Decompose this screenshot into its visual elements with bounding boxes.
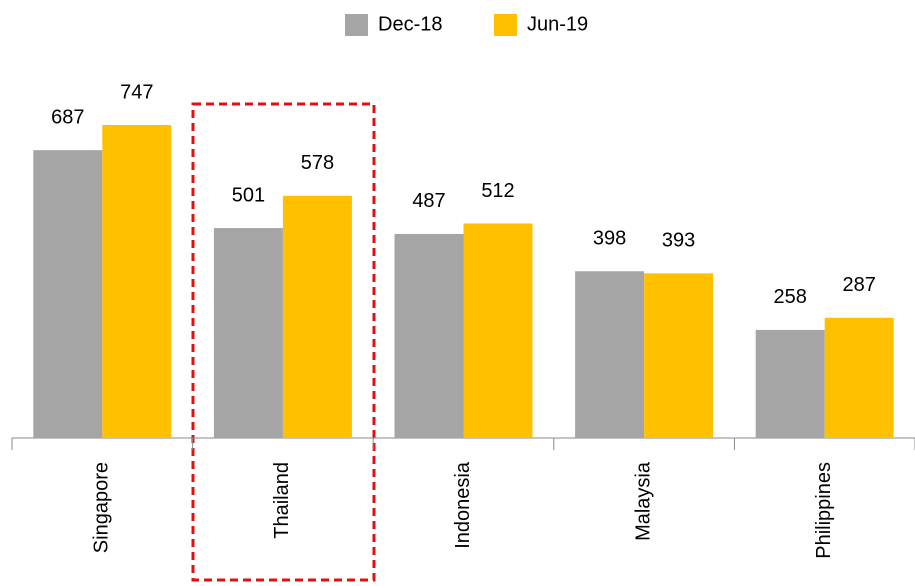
legend-label: Dec-18 <box>378 13 442 35</box>
x-tick-label: Singapore <box>91 462 113 553</box>
data-label: 512 <box>481 180 514 202</box>
bar <box>394 233 464 438</box>
data-label: 398 <box>593 228 626 250</box>
bar <box>213 228 283 438</box>
bar <box>282 195 352 438</box>
bar <box>463 223 533 438</box>
x-tick-label: Thailand <box>271 462 293 539</box>
data-label: 747 <box>120 81 153 103</box>
legend-label: Jun-19 <box>527 13 588 35</box>
bar <box>824 317 894 438</box>
bar <box>644 273 714 438</box>
data-label: 687 <box>51 106 84 128</box>
data-label: 258 <box>774 286 807 308</box>
x-tick-label: Indonesia <box>452 461 474 549</box>
data-label: 487 <box>412 190 445 212</box>
legend-swatch <box>494 14 517 36</box>
data-label: 578 <box>301 152 334 174</box>
highlight-box <box>191 102 376 582</box>
bar <box>102 125 172 438</box>
x-tick-label: Malaysia <box>632 461 654 541</box>
data-label: 501 <box>232 184 265 206</box>
bar <box>755 329 825 438</box>
data-label: 287 <box>843 274 876 296</box>
x-tick-label: Philippines <box>813 462 835 559</box>
data-label: 393 <box>662 230 695 252</box>
bar <box>33 150 103 438</box>
legend-swatch <box>345 14 368 36</box>
bar <box>575 271 645 438</box>
